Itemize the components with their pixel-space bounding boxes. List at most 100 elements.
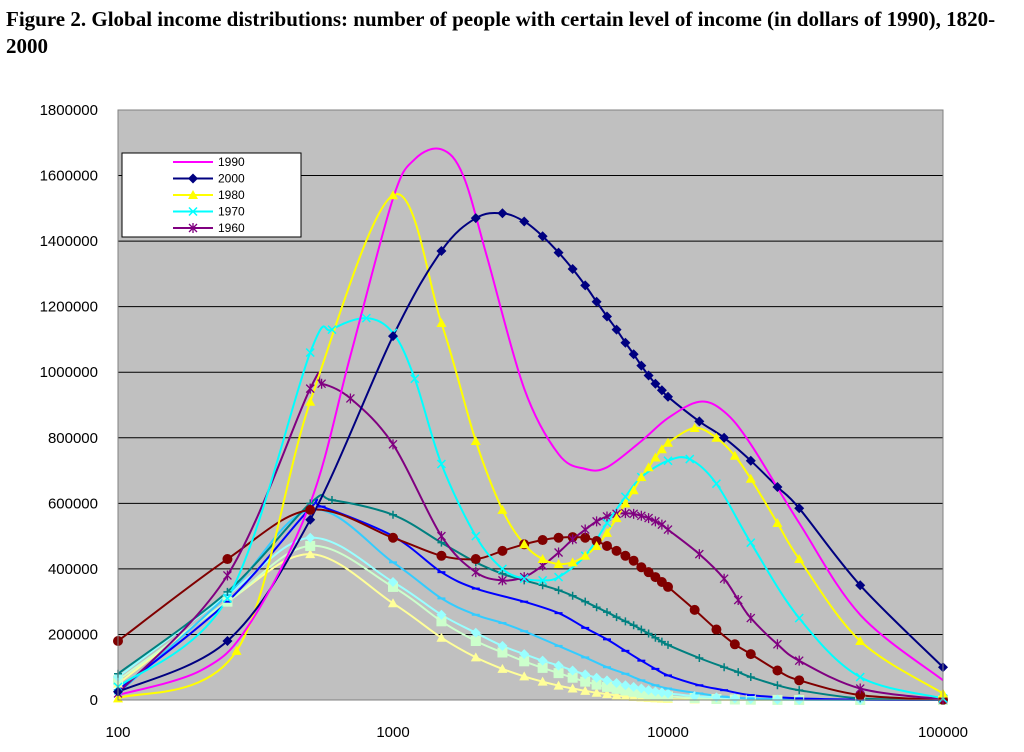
y-tick-label: 1000000 xyxy=(40,364,98,381)
data-point xyxy=(629,621,638,630)
x-tick-label: 100 xyxy=(105,724,130,741)
data-point xyxy=(651,633,660,642)
data-point xyxy=(592,603,601,612)
data-point xyxy=(497,663,508,673)
legend-label: 1970 xyxy=(218,205,245,219)
data-point xyxy=(602,608,611,617)
data-point xyxy=(601,527,612,537)
data-point xyxy=(519,574,529,584)
data-point xyxy=(602,511,612,522)
data-point xyxy=(650,378,661,389)
data-point xyxy=(519,649,530,660)
data-point xyxy=(591,540,602,550)
data-point xyxy=(497,640,508,651)
data-point xyxy=(689,604,700,615)
legend-label: 1990 xyxy=(218,155,245,169)
data-point xyxy=(794,554,805,564)
data-point xyxy=(746,538,756,548)
data-point xyxy=(222,636,233,646)
data-point xyxy=(772,665,783,676)
data-point xyxy=(745,473,756,483)
series-point-group xyxy=(113,504,948,705)
data-point xyxy=(620,691,631,701)
data-point xyxy=(519,671,530,681)
data-point xyxy=(436,632,447,642)
legend-swatch-marker xyxy=(188,223,198,233)
data-point xyxy=(620,337,631,348)
data-point xyxy=(685,454,695,464)
data-point xyxy=(591,672,602,683)
data-point xyxy=(222,593,232,603)
data-point xyxy=(620,508,630,519)
legend-label: 2000 xyxy=(218,172,245,186)
legend-swatch-marker xyxy=(188,173,198,184)
data-point xyxy=(643,462,654,472)
data-point xyxy=(602,518,612,528)
data-point xyxy=(772,639,782,650)
plot-border xyxy=(117,109,944,701)
data-point xyxy=(470,636,481,646)
data-point xyxy=(436,609,447,620)
data-point xyxy=(611,545,622,556)
data-point xyxy=(568,591,577,600)
data-point xyxy=(327,325,337,335)
data-point xyxy=(855,672,865,682)
data-point xyxy=(644,513,654,524)
y-tick-label: 400000 xyxy=(48,561,98,578)
data-point xyxy=(222,570,232,581)
data-point xyxy=(855,683,865,694)
data-point xyxy=(305,532,316,543)
data-point xyxy=(611,690,622,700)
data-point xyxy=(794,675,805,686)
data-point xyxy=(436,459,446,469)
data-point xyxy=(388,598,398,608)
data-point xyxy=(611,683,622,694)
data-point xyxy=(305,504,316,515)
data-point xyxy=(497,575,507,586)
data-point xyxy=(580,685,591,695)
data-point xyxy=(222,554,233,565)
data-point xyxy=(601,689,612,699)
data-point xyxy=(657,519,667,530)
data-point xyxy=(795,686,804,695)
data-point xyxy=(388,577,398,587)
data-point xyxy=(773,681,782,690)
data-point xyxy=(711,479,721,489)
data-point xyxy=(497,647,508,658)
data-point xyxy=(601,311,612,322)
data-point xyxy=(663,581,673,592)
data-point xyxy=(305,396,316,406)
data-point xyxy=(644,629,653,638)
y-tick-label: 1400000 xyxy=(40,233,98,250)
data-point xyxy=(611,513,622,523)
data-point xyxy=(694,549,704,560)
series-point-group xyxy=(113,208,948,697)
data-point xyxy=(656,385,667,396)
data-point xyxy=(663,524,673,535)
data-point xyxy=(711,432,722,442)
data-point xyxy=(733,595,743,606)
data-point xyxy=(628,555,639,566)
data-point xyxy=(436,616,447,627)
data-point xyxy=(663,437,673,447)
data-point xyxy=(554,547,564,558)
data-point xyxy=(620,680,631,691)
data-point xyxy=(470,554,481,565)
data-point xyxy=(746,613,756,624)
data-point xyxy=(537,231,548,242)
legend-label: 1960 xyxy=(218,221,245,235)
data-point xyxy=(580,532,591,543)
data-point xyxy=(388,439,398,450)
data-point xyxy=(567,665,578,676)
data-point xyxy=(537,535,548,546)
data-point xyxy=(772,481,783,492)
data-point xyxy=(620,498,631,508)
data-point xyxy=(553,680,564,690)
data-point xyxy=(305,383,315,394)
data-point xyxy=(601,675,612,686)
data-point xyxy=(794,655,804,666)
data-point xyxy=(553,660,564,671)
data-point xyxy=(305,514,316,525)
data-point xyxy=(611,324,622,335)
series-line xyxy=(117,498,944,701)
